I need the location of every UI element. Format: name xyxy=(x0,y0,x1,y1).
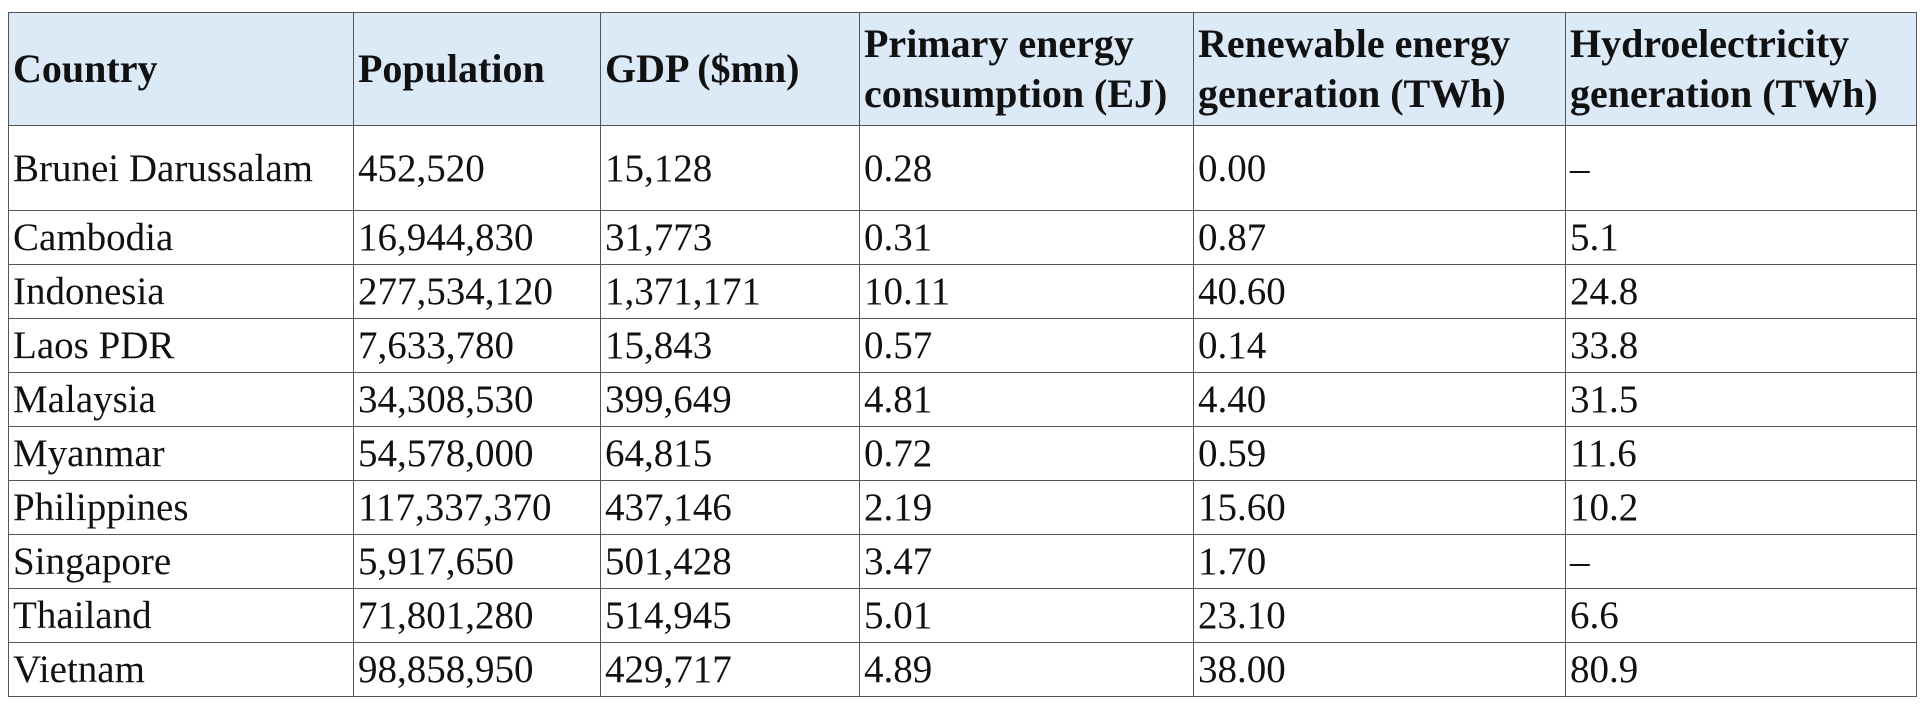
cell-hydroelectricity: 31.5 xyxy=(1565,372,1917,427)
cell-primary-energy: 0.31 xyxy=(859,210,1194,265)
energy-data-table: Country Population GDP ($mn) Primary ene… xyxy=(8,12,1917,697)
cell-hydroelectricity: 10.2 xyxy=(1565,480,1917,535)
cell-country: Malaysia xyxy=(8,372,354,427)
cell-country: Thailand xyxy=(8,588,354,643)
cell-hydroelectricity: 11.6 xyxy=(1565,426,1917,481)
cell-primary-energy: 2.19 xyxy=(859,480,1194,535)
header-population: Population xyxy=(353,12,601,126)
cell-country: Vietnam xyxy=(8,642,354,697)
cell-hydroelectricity: 80.9 xyxy=(1565,642,1917,697)
cell-hydroelectricity: – xyxy=(1565,125,1917,211)
cell-population: 71,801,280 xyxy=(353,588,601,643)
cell-country: Cambodia xyxy=(8,210,354,265)
cell-population: 7,633,780 xyxy=(353,318,601,373)
cell-primary-energy: 3.47 xyxy=(859,534,1194,589)
table-row: Vietnam 98,858,950 429,717 4.89 38.00 80… xyxy=(8,642,1917,697)
cell-renewable-energy: 15.60 xyxy=(1193,480,1566,535)
cell-renewable-energy: 0.14 xyxy=(1193,318,1566,373)
cell-country: Philippines xyxy=(8,480,354,535)
cell-gdp: 1,371,171 xyxy=(600,264,860,319)
cell-renewable-energy: 0.59 xyxy=(1193,426,1566,481)
cell-population: 452,520 xyxy=(353,125,601,211)
cell-renewable-energy: 40.60 xyxy=(1193,264,1566,319)
cell-hydroelectricity: 24.8 xyxy=(1565,264,1917,319)
cell-gdp: 15,843 xyxy=(600,318,860,373)
cell-country: Indonesia xyxy=(8,264,354,319)
cell-primary-energy: 4.89 xyxy=(859,642,1194,697)
energy-table-container: Country Population GDP ($mn) Primary ene… xyxy=(8,12,1917,697)
cell-gdp: 31,773 xyxy=(600,210,860,265)
cell-country: Myanmar xyxy=(8,426,354,481)
cell-population: 16,944,830 xyxy=(353,210,601,265)
cell-renewable-energy: 0.00 xyxy=(1193,125,1566,211)
table-row: Cambodia 16,944,830 31,773 0.31 0.87 5.1 xyxy=(8,210,1917,265)
cell-renewable-energy: 23.10 xyxy=(1193,588,1566,643)
cell-population: 54,578,000 xyxy=(353,426,601,481)
cell-primary-energy: 0.28 xyxy=(859,125,1194,211)
table-row: Laos PDR 7,633,780 15,843 0.57 0.14 33.8 xyxy=(8,318,1917,373)
cell-renewable-energy: 38.00 xyxy=(1193,642,1566,697)
table-row: Singapore 5,917,650 501,428 3.47 1.70 – xyxy=(8,534,1917,589)
cell-gdp: 399,649 xyxy=(600,372,860,427)
cell-primary-energy: 4.81 xyxy=(859,372,1194,427)
cell-country: Brunei Darussalam xyxy=(8,125,354,211)
cell-primary-energy: 5.01 xyxy=(859,588,1194,643)
cell-gdp: 429,717 xyxy=(600,642,860,697)
cell-renewable-energy: 4.40 xyxy=(1193,372,1566,427)
table-row: Indonesia 277,534,120 1,371,171 10.11 40… xyxy=(8,264,1917,319)
cell-hydroelectricity: 33.8 xyxy=(1565,318,1917,373)
table-row: Myanmar 54,578,000 64,815 0.72 0.59 11.6 xyxy=(8,426,1917,481)
cell-country: Singapore xyxy=(8,534,354,589)
cell-gdp: 15,128 xyxy=(600,125,860,211)
cell-gdp: 437,146 xyxy=(600,480,860,535)
cell-primary-energy: 0.57 xyxy=(859,318,1194,373)
cell-country: Laos PDR xyxy=(8,318,354,373)
header-gdp: GDP ($mn) xyxy=(600,12,860,126)
cell-gdp: 514,945 xyxy=(600,588,860,643)
cell-population: 98,858,950 xyxy=(353,642,601,697)
table-row: Brunei Darussalam 452,520 15,128 0.28 0.… xyxy=(8,125,1917,211)
cell-gdp: 501,428 xyxy=(600,534,860,589)
table-row: Thailand 71,801,280 514,945 5.01 23.10 6… xyxy=(8,588,1917,643)
header-renewable-energy: Renewable energy generation (TWh) xyxy=(1193,12,1566,126)
header-hydroelectricity: Hydroelectricity generation (TWh) xyxy=(1565,12,1917,126)
cell-hydroelectricity: 5.1 xyxy=(1565,210,1917,265)
table-row: Philippines 117,337,370 437,146 2.19 15.… xyxy=(8,480,1917,535)
header-country: Country xyxy=(8,12,354,126)
cell-primary-energy: 10.11 xyxy=(859,264,1194,319)
cell-hydroelectricity: – xyxy=(1565,534,1917,589)
cell-primary-energy: 0.72 xyxy=(859,426,1194,481)
cell-population: 5,917,650 xyxy=(353,534,601,589)
cell-renewable-energy: 1.70 xyxy=(1193,534,1566,589)
cell-population: 117,337,370 xyxy=(353,480,601,535)
table-row: Malaysia 34,308,530 399,649 4.81 4.40 31… xyxy=(8,372,1917,427)
cell-gdp: 64,815 xyxy=(600,426,860,481)
cell-renewable-energy: 0.87 xyxy=(1193,210,1566,265)
cell-hydroelectricity: 6.6 xyxy=(1565,588,1917,643)
cell-population: 34,308,530 xyxy=(353,372,601,427)
header-primary-energy: Primary energy consumption (EJ) xyxy=(859,12,1194,126)
header-row: Country Population GDP ($mn) Primary ene… xyxy=(8,12,1917,126)
cell-population: 277,534,120 xyxy=(353,264,601,319)
